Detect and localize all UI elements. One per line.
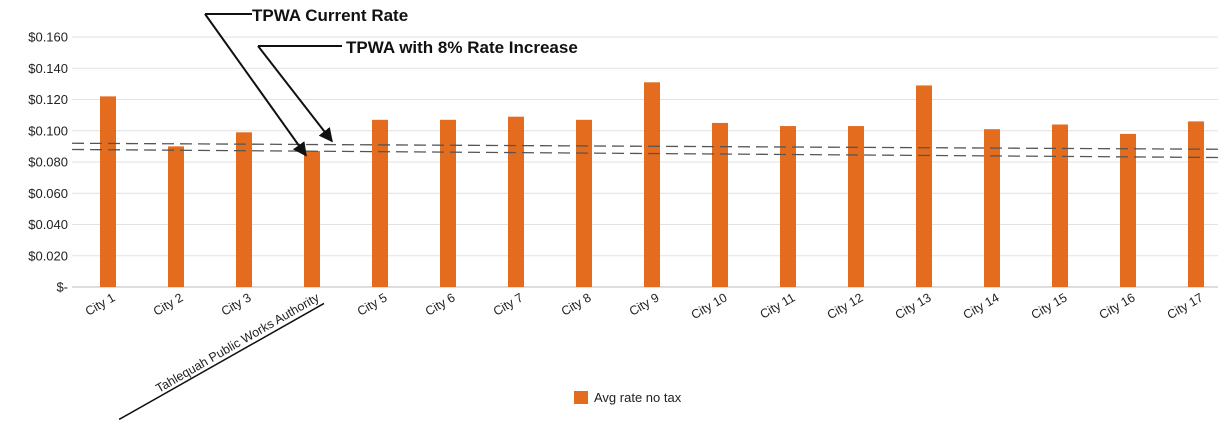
y-tick-label: $0.080 <box>28 155 68 170</box>
bar <box>644 82 660 287</box>
x-category-label: City 17 <box>1165 290 1206 322</box>
bar <box>916 85 932 287</box>
bar <box>848 126 864 287</box>
bar <box>780 126 796 287</box>
x-category-label: City 13 <box>893 290 934 322</box>
y-tick-label: $0.120 <box>28 92 68 107</box>
x-category-label: City 14 <box>961 290 1002 322</box>
x-category-label: City 10 <box>689 290 730 322</box>
y-tick-label: $0.060 <box>28 186 68 201</box>
bar <box>1052 124 1068 287</box>
bar <box>372 119 388 287</box>
bar <box>576 119 592 287</box>
y-axis-tick-labels: $- $0.020 $0.040 $0.060 $0.080 $0.100 $0.120 $0… <box>28 30 68 295</box>
legend: Avg rate no tax <box>574 390 682 405</box>
x-category-label: City 15 <box>1029 290 1070 322</box>
bar <box>712 122 728 287</box>
annotation-arrow <box>257 45 333 143</box>
y-tick-label: $0.100 <box>28 123 68 138</box>
bar <box>304 151 320 287</box>
bar <box>1188 121 1204 287</box>
y-tick-label: $0.140 <box>28 61 68 76</box>
bar <box>1120 133 1136 287</box>
bar <box>440 119 456 287</box>
annotation-arrow <box>204 13 307 157</box>
bars <box>100 82 1204 287</box>
x-category-label: City 9 <box>627 290 662 318</box>
annotation-label: TPWA Current Rate <box>252 6 408 25</box>
x-category-label: City 6 <box>423 290 458 318</box>
reference-lines <box>71 142 1219 159</box>
bar <box>236 132 252 287</box>
y-tick-label: $- <box>56 280 68 295</box>
legend-swatch <box>574 391 588 404</box>
x-category-label: City 16 <box>1097 290 1138 322</box>
x-category-label: City 5 <box>355 290 390 318</box>
x-category-label: City 11 <box>758 290 798 321</box>
x-category-label: City 7 <box>491 290 526 318</box>
bar <box>508 116 524 287</box>
reference-line <box>71 148 1219 159</box>
x-category-label: City 2 <box>151 290 186 318</box>
x-category-label: City 12 <box>825 290 866 322</box>
bar <box>100 96 116 287</box>
legend-label: Avg rate no tax <box>594 390 682 405</box>
x-category-label: City 1 <box>83 290 118 318</box>
y-tick-label: $0.020 <box>28 248 68 263</box>
x-category-label: City 8 <box>559 290 594 318</box>
annotations: TPWA Current Rate TPWA with 8% Rate Incre… <box>204 6 578 157</box>
highlight-underline <box>118 302 325 421</box>
bar <box>168 146 184 287</box>
bar <box>984 129 1000 287</box>
x-category-label: City 3 <box>219 290 254 318</box>
annotation-label: TPWA with 8% Rate Increase <box>346 38 578 57</box>
reference-line <box>71 142 1219 150</box>
y-tick-label: $0.040 <box>28 217 68 232</box>
y-tick-label: $0.160 <box>28 30 68 45</box>
